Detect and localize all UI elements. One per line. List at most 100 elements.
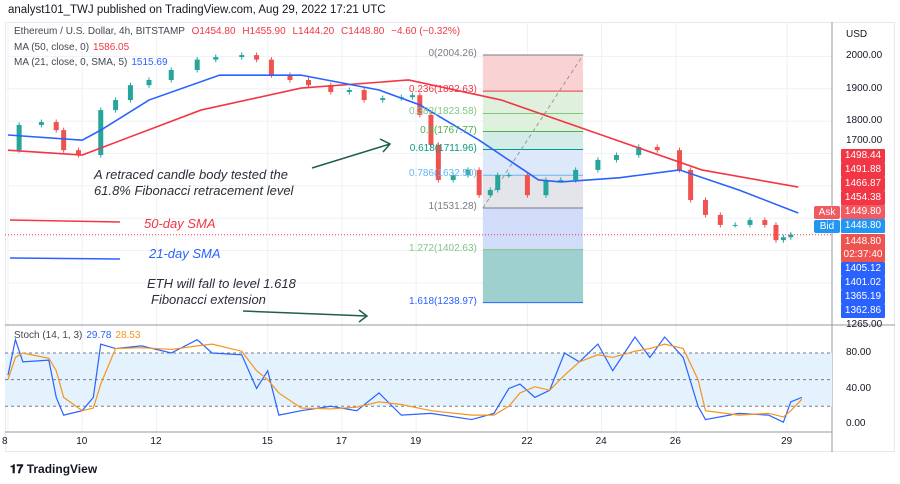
- price-tag: 1466.87: [841, 177, 885, 191]
- candle-body: [61, 130, 67, 151]
- candle-body: [53, 122, 59, 131]
- stoch-axis-label: 0.00: [846, 418, 866, 429]
- candle-body: [717, 214, 723, 225]
- candle-body: [688, 169, 694, 201]
- annotation-line: Fibonacci extension: [151, 292, 266, 307]
- fib-level-label: 1.618(1238.97): [409, 295, 477, 307]
- fib-level-label: 1.272(1402.63): [409, 242, 477, 254]
- time-axis-label: 22: [521, 436, 533, 447]
- fib-zone: [482, 91, 584, 114]
- annotation-retrace[interactable]: A retraced candle body tested the 61.8% …: [94, 167, 293, 199]
- price-axis-label: 1800.00: [846, 115, 883, 127]
- candle-body: [732, 224, 738, 226]
- symbol-legend: Ethereum / U.S. Dollar, 4h, BITSTAMP O14…: [14, 26, 460, 37]
- price-tag: 1405.12: [841, 262, 885, 276]
- candle-body: [573, 169, 579, 180]
- candle-body: [747, 220, 753, 225]
- stoch-axis-label: 40.00: [846, 382, 872, 394]
- chart-frame: [5, 22, 895, 452]
- bar-countdown: 02:37:40: [843, 249, 883, 260]
- candle-body: [287, 75, 293, 80]
- time-axis-label: 26: [669, 436, 681, 447]
- candle-body: [361, 90, 367, 101]
- candle-body: [346, 90, 352, 92]
- time-axis-label: 15: [261, 436, 273, 447]
- fib-level-label: 0.5(1767.77): [420, 124, 477, 136]
- arrow-icon: [242, 309, 369, 323]
- candle-body: [613, 155, 619, 160]
- fib-zone: [482, 55, 584, 92]
- candle-body: [773, 224, 779, 241]
- ma50-line: [7, 79, 799, 188]
- ma21-legend[interactable]: MA (21, close, 0, SMA, 5) 1515.69: [14, 57, 168, 68]
- annotation-sma21[interactable]: 21-day SMA: [149, 246, 221, 261]
- fib-zone: [482, 208, 584, 250]
- ma21-line: [7, 74, 799, 214]
- candle-body: [306, 79, 312, 86]
- candle-body: [487, 189, 493, 196]
- last-price: 1448.80: [844, 236, 882, 247]
- stoch-label: Stoch (14, 1, 3): [14, 330, 83, 341]
- stoch-band: [5, 353, 832, 407]
- price-tag: 1401.02: [841, 276, 885, 290]
- sma50-legend-line: [9, 219, 121, 223]
- stoch-k-line: [7, 335, 803, 424]
- annotation-fall[interactable]: ETH will fall to level 1.618 Fibonacci e…: [147, 276, 296, 308]
- candle-body: [146, 79, 152, 86]
- fib-level-label: 1(1531.28): [428, 201, 477, 212]
- annotation-sma50[interactable]: 50-day SMA: [144, 216, 216, 231]
- candle-body: [75, 150, 81, 156]
- candle-body: [113, 100, 119, 111]
- price-tag: 1362.86: [841, 304, 885, 318]
- stoch-legend[interactable]: Stoch (14, 1, 3) 29.78 28.53: [14, 330, 140, 341]
- candle-body: [495, 175, 501, 190]
- ma21-label: MA (21, close, 0, SMA, 5): [14, 57, 128, 68]
- candle-body: [16, 124, 22, 151]
- price-tag: 1498.44: [841, 149, 885, 163]
- time-axis-label: 12: [150, 436, 162, 447]
- bid-label: Bid: [814, 220, 840, 233]
- time-axis-label: 19: [410, 436, 422, 447]
- brand-name: TradingView: [26, 462, 98, 476]
- candle-body: [465, 169, 471, 176]
- stoch-axis-label: 80.00: [846, 347, 872, 358]
- candle-body: [98, 110, 104, 156]
- candle-body: [38, 122, 44, 125]
- sma21-legend-line: [9, 257, 121, 260]
- last-price-tag: 1448.80 02:37:40: [841, 234, 885, 262]
- currency-label: USD: [846, 29, 868, 40]
- candle-body: [380, 98, 386, 101]
- candle-body: [328, 85, 334, 92]
- annotation-line: A retraced candle body tested the: [94, 167, 288, 182]
- ma50-legend[interactable]: MA (50, close, 0) 1586.05: [14, 42, 129, 53]
- fib-level-label: 0(2004.26): [428, 48, 477, 59]
- candle-body: [543, 179, 549, 196]
- annotation-line: 61.8% Fibonacci retracement level: [94, 183, 294, 198]
- candle-body: [268, 59, 274, 76]
- candle-body: [476, 169, 482, 196]
- time-axis-label: 10: [76, 436, 88, 447]
- ma50-value: 1586.05: [93, 42, 130, 53]
- candle-body: [194, 59, 200, 70]
- time-axis-label: 24: [595, 436, 607, 447]
- stoch-k-value: 29.78: [86, 330, 112, 341]
- symbol-name: Ethereum / U.S. Dollar, 4h, BITSTAMP: [14, 26, 185, 37]
- candle-body: [506, 175, 512, 177]
- ohlc-change: −4.60 (−0.32%): [391, 26, 461, 37]
- price-axis-label: 1265.00: [846, 319, 883, 330]
- price-tag: 1491.88: [841, 163, 885, 177]
- fib-level-label: 0.618(1711.96): [409, 142, 477, 154]
- candle-body: [168, 69, 174, 80]
- candle-body: [677, 150, 683, 170]
- time-axis-label: 8: [2, 436, 8, 447]
- candle-body: [595, 159, 601, 170]
- bid-price-tag: 1448.80: [841, 219, 885, 233]
- arrow-icon: [311, 138, 392, 169]
- tradingview-logo[interactable]: 𝟏𝟕 TradingView: [10, 462, 97, 477]
- fib-zone: [482, 113, 584, 132]
- fib-zone: [482, 249, 584, 303]
- candle-body: [239, 55, 245, 58]
- fib-level-label: 0.236(1892.63): [409, 84, 477, 96]
